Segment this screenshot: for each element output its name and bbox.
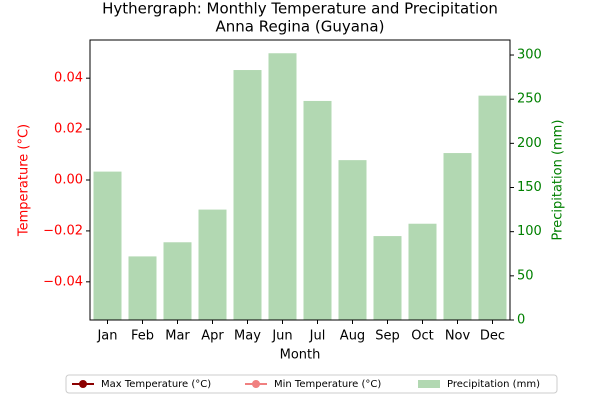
x-tick-label: Nov: [445, 329, 471, 344]
legend-label: Precipitation (mm): [447, 379, 540, 390]
x-axis-label: Month: [280, 348, 321, 363]
x-tick-label: Oct: [411, 329, 433, 344]
bar: [303, 100, 332, 320]
y2-tick-label: 100: [517, 224, 542, 239]
x-tick-label: Jul: [309, 329, 326, 344]
legend-label: Max Temperature (°C): [101, 379, 211, 390]
bar: [93, 171, 122, 320]
legend-marker: [252, 380, 260, 388]
y-tick-label: 0.02: [54, 122, 83, 137]
y-tick-label: −0.02: [43, 223, 83, 238]
x-tick-label: Feb: [131, 329, 154, 344]
x-tick-label: Sep: [375, 329, 400, 344]
x-tick-label: Mar: [165, 329, 190, 344]
legend-label: Min Temperature (°C): [274, 379, 381, 390]
x-tick-label: Jan: [96, 329, 117, 344]
legend-box: [65, 374, 558, 394]
y-tick-label: 0.04: [54, 71, 83, 86]
legend-marker: [79, 380, 87, 388]
y2-tick-label: 250: [517, 92, 542, 107]
legend-swatch: [418, 380, 440, 388]
bar: [338, 160, 367, 320]
bar: [198, 209, 227, 320]
chart-subtitle: Anna Regina (Guyana): [216, 18, 385, 36]
x-tick-label: Apr: [201, 329, 224, 344]
y-tick-label: 0.00: [54, 173, 83, 188]
x-tick-label: May: [234, 329, 261, 344]
x-tick-label: Jun: [271, 329, 292, 344]
y2-tick-label: 50: [517, 268, 534, 283]
bar: [128, 256, 157, 320]
chart-title: Hythergraph: Monthly Temperature and Pre…: [102, 0, 498, 18]
x-tick-label: Dec: [480, 329, 505, 344]
bar: [373, 236, 402, 320]
y2-tick-label: 300: [517, 48, 542, 63]
bar: [408, 223, 437, 320]
bar: [163, 242, 192, 320]
bar: [443, 153, 472, 320]
y-tick-label: −0.04: [43, 274, 83, 289]
y2-tick-label: 150: [517, 180, 542, 195]
bar: [233, 70, 262, 320]
y2-tick-label: 200: [517, 136, 542, 151]
y-axis-label: Temperature (°C): [17, 124, 32, 237]
x-tick-label: Aug: [340, 329, 365, 344]
bar: [478, 95, 507, 320]
bar: [268, 53, 297, 321]
y2-tick-label: 0: [517, 313, 525, 328]
y2-axis-label: Precipitation (mm): [551, 120, 566, 241]
